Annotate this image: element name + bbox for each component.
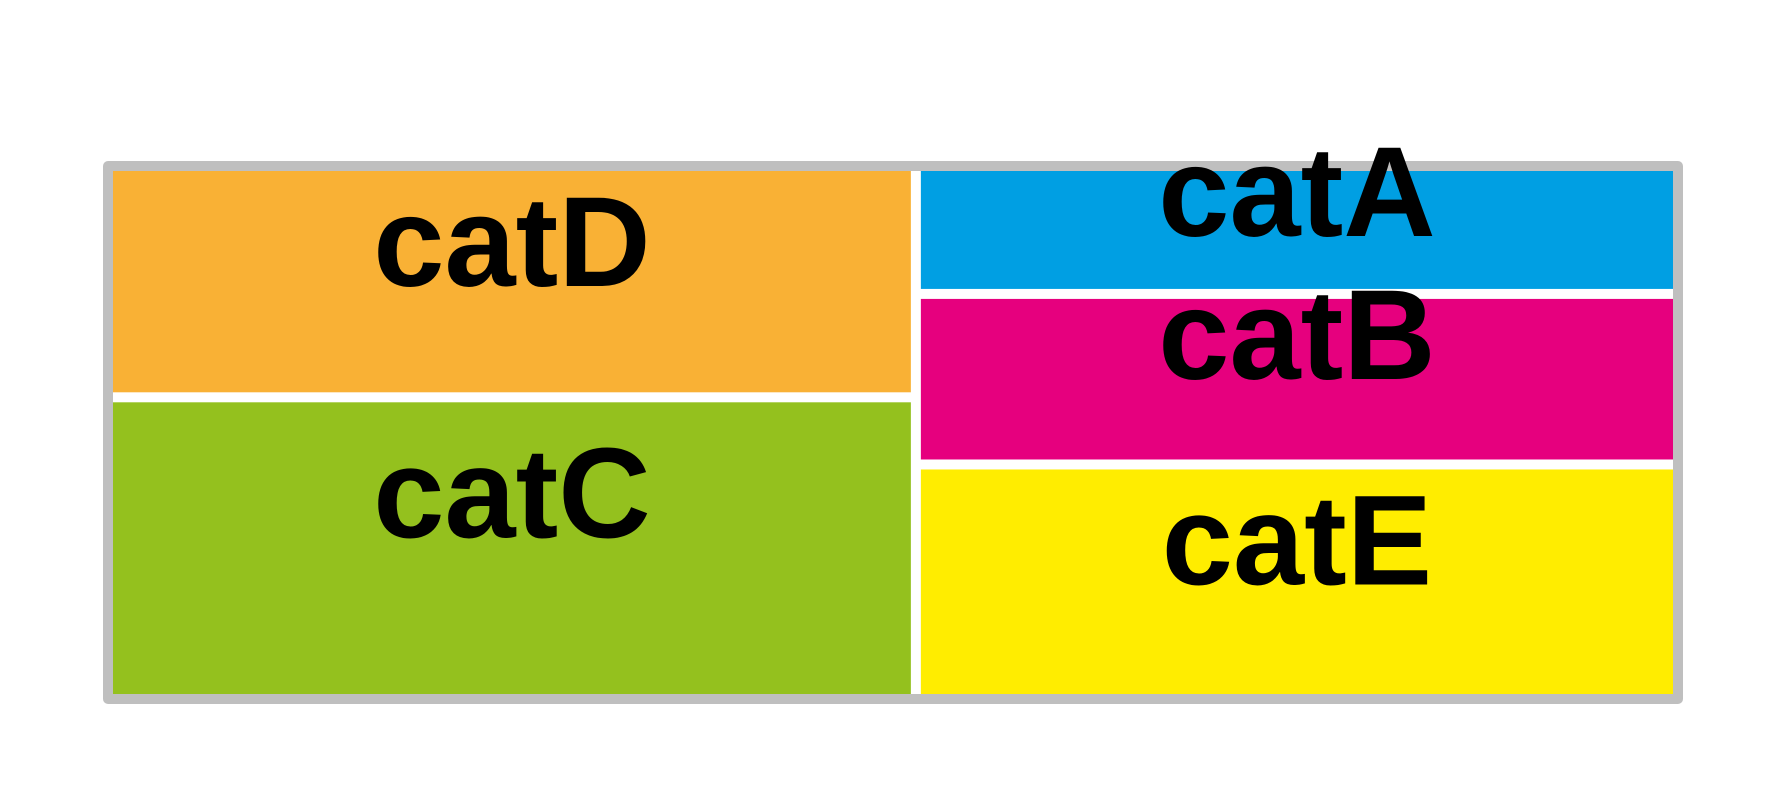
treemap-label-catb: catB — [1158, 264, 1435, 407]
treemap-tile-cata — [920, 171, 1673, 289]
treemap-label-catc: catC — [373, 422, 650, 565]
treemap-label-cata: catA — [1158, 121, 1435, 264]
treemap-tile-catc — [113, 402, 911, 694]
treemap-tile-cate — [920, 469, 1673, 694]
treemap-tile-catd — [113, 171, 911, 393]
treemap-tiles — [113, 171, 1673, 694]
treemap-frame — [103, 161, 1683, 704]
treemap-tile-catb — [920, 298, 1673, 460]
treemap-label-catd: catD — [373, 171, 650, 314]
treemap-label-cate: catE — [1162, 469, 1432, 612]
